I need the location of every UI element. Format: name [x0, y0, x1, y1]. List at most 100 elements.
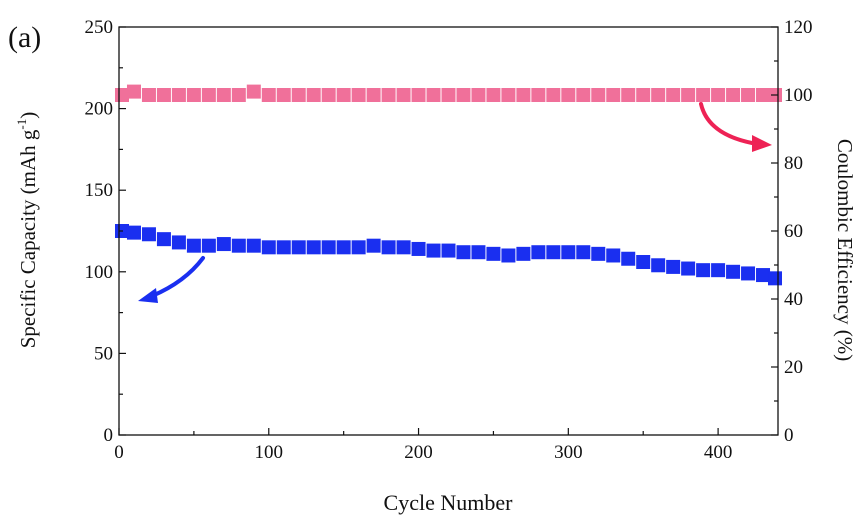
data-point: [696, 263, 711, 278]
data-point: [756, 268, 771, 283]
data-point: [561, 245, 576, 260]
data-point: [561, 88, 576, 102]
data-point: [666, 259, 681, 274]
data-point: [726, 264, 741, 279]
data-point: [336, 240, 351, 255]
x-tick-label: 0: [114, 442, 124, 463]
data-point: [606, 248, 621, 263]
x-axis: 0 100 200 300 400: [114, 428, 732, 463]
data-point: [696, 88, 711, 102]
data-point: [741, 88, 756, 102]
panel-label: (a): [8, 21, 41, 54]
data-point: [126, 225, 141, 240]
series-1-right: [114, 84, 783, 102]
capacity-arrow: [150, 256, 205, 298]
data-point: [546, 245, 561, 260]
data-point: [516, 88, 531, 102]
data-point: [576, 245, 591, 260]
data-point: [201, 88, 216, 102]
data-point: [741, 266, 756, 281]
y-left-tick-label: 250: [85, 17, 114, 38]
data-point: [756, 88, 771, 102]
data-point: [396, 240, 411, 255]
data-point: [366, 238, 381, 253]
data-point: [216, 88, 231, 102]
data-point: [456, 245, 471, 260]
data-point: [471, 88, 486, 102]
data-point: [276, 88, 291, 102]
y-left-tick-label: 200: [85, 99, 114, 120]
y-right-tick-label: 20: [784, 357, 803, 378]
data-point: [231, 238, 246, 253]
y-right-tick-label: 40: [784, 289, 803, 310]
data-point: [621, 251, 636, 266]
data-point: [681, 88, 696, 102]
data-point: [441, 88, 456, 102]
data-point: [396, 88, 411, 102]
data-point: [651, 88, 666, 102]
y-left-tick-label: 50: [94, 343, 113, 364]
data-point: [531, 245, 546, 260]
x-tick-label: 100: [255, 442, 284, 463]
data-point: [141, 227, 156, 242]
data-point: [216, 237, 231, 252]
data-point: [516, 246, 531, 261]
data-point: [486, 246, 501, 261]
data-point: [336, 88, 351, 102]
x-tick-label: 300: [554, 442, 583, 463]
data-point: [114, 88, 129, 102]
capacity-arrow-head: [138, 288, 158, 303]
data-point: [606, 88, 621, 102]
data-point: [411, 241, 426, 256]
y-right-tick-label: 60: [784, 221, 803, 242]
data-point: [291, 88, 306, 102]
data-point: [486, 88, 501, 102]
data-point: [321, 240, 336, 255]
y-left-tick-label: 100: [85, 262, 114, 283]
data-point: [321, 88, 336, 102]
data-point: [381, 240, 396, 255]
data-point: [591, 246, 606, 261]
efficiency-arrow-head: [752, 135, 772, 152]
data-point: [636, 88, 651, 102]
data-point: [531, 88, 546, 102]
data-point: [201, 238, 216, 253]
data-point: [141, 88, 156, 102]
y-right-tick-label: 0: [784, 425, 794, 446]
data-point: [501, 88, 516, 102]
data-point: [456, 88, 471, 102]
data-point: [351, 240, 366, 255]
data-point: [261, 240, 276, 255]
x-tick-label: 200: [404, 442, 433, 463]
data-point: [441, 243, 456, 258]
data-point: [261, 88, 276, 102]
data-point: [471, 245, 486, 260]
y-right-tick-label: 100: [784, 85, 813, 106]
data-point: [591, 88, 606, 102]
data-point: [621, 88, 636, 102]
series-0-left: [114, 224, 783, 286]
data-point: [306, 88, 321, 102]
data-point: [156, 232, 171, 247]
y-axis-right-label: Coulombic Efficiency (%): [833, 139, 857, 361]
data-point: [186, 88, 201, 102]
data-point: [768, 271, 783, 286]
data-point: [171, 235, 186, 250]
y-left-tick-label: 0: [104, 425, 114, 446]
data-point: [576, 88, 591, 102]
data-point: [351, 88, 366, 102]
efficiency-arrow: [699, 102, 754, 145]
data-point: [546, 88, 561, 102]
data-point: [681, 261, 696, 276]
data-point: [231, 88, 246, 102]
data-point: [171, 88, 186, 102]
data-point: [186, 238, 201, 253]
data-point: [381, 88, 396, 102]
data-point: [426, 88, 441, 102]
data-point: [276, 240, 291, 255]
y-right-tick-label: 80: [784, 153, 803, 174]
y-axis-left-label: Specific Capacity (mAh g-1): [14, 112, 40, 349]
data-point: [411, 88, 426, 102]
x-tick-label: 400: [704, 442, 733, 463]
